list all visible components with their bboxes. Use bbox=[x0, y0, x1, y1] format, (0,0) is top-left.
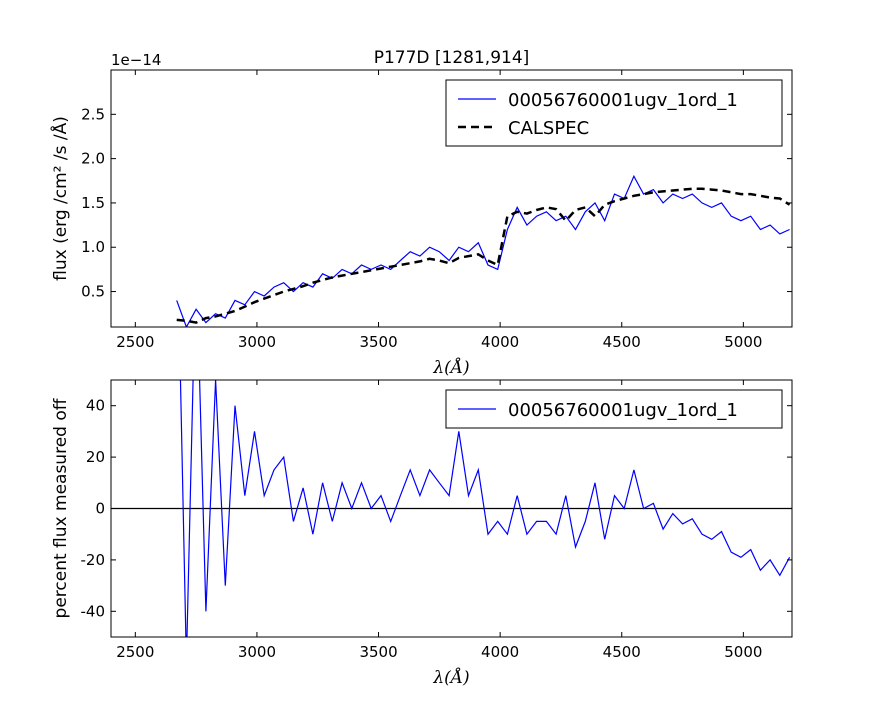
x-tick-label: 3500 bbox=[359, 333, 397, 351]
x-tick-label: 4500 bbox=[603, 643, 641, 661]
x-tick-label: 3000 bbox=[238, 643, 276, 661]
chart-title: P177D [1281,914] bbox=[374, 48, 530, 68]
x-tick-label: 4000 bbox=[481, 643, 519, 661]
y-axis-label: percent flux measured off bbox=[51, 397, 71, 618]
x-tick-label: 4500 bbox=[603, 333, 641, 351]
offset-text: 1e−14 bbox=[111, 51, 161, 69]
x-tick-label: 5000 bbox=[724, 643, 762, 661]
plot-area bbox=[176, 174, 791, 327]
axes-frame bbox=[110, 69, 793, 328]
legend-label: 00056760001ugv_1ord_1 bbox=[508, 90, 738, 111]
data-line bbox=[179, 380, 791, 637]
x-tick-label: 3000 bbox=[238, 333, 276, 351]
x-tick-label: 2500 bbox=[116, 333, 154, 351]
y-tick-label: 2.5 bbox=[81, 105, 105, 123]
legend-box bbox=[445, 389, 783, 429]
x-axis-label: λ(Å) bbox=[432, 357, 469, 378]
data-line bbox=[176, 187, 791, 324]
y-tick-label: 20 bbox=[86, 448, 105, 466]
y-tick-label: -20 bbox=[81, 551, 106, 569]
y-tick-label: -40 bbox=[81, 602, 106, 620]
x-tick-label: 2500 bbox=[116, 643, 154, 661]
x-tick-label: 4000 bbox=[481, 333, 519, 351]
x-tick-label: 3500 bbox=[359, 643, 397, 661]
x-axis-label: λ(Å) bbox=[432, 667, 469, 688]
data-line bbox=[176, 174, 790, 327]
y-tick-label: 1.5 bbox=[81, 194, 105, 212]
legend-label: 00056760001ugv_1ord_1 bbox=[508, 400, 738, 421]
legend-label: CALSPEC bbox=[508, 118, 589, 139]
y-tick-label: 1.0 bbox=[81, 238, 105, 256]
x-tick-label: 5000 bbox=[724, 333, 762, 351]
y-tick-label: 2.0 bbox=[81, 150, 105, 168]
y-tick-label: 40 bbox=[86, 397, 105, 415]
legend-box bbox=[445, 79, 783, 147]
y-tick-label: 0 bbox=[95, 500, 105, 518]
y-tick-label: 0.5 bbox=[81, 283, 105, 301]
plot-area bbox=[111, 380, 792, 637]
y-axis-label: flux (erg /cm² /s /Å) bbox=[49, 116, 71, 281]
